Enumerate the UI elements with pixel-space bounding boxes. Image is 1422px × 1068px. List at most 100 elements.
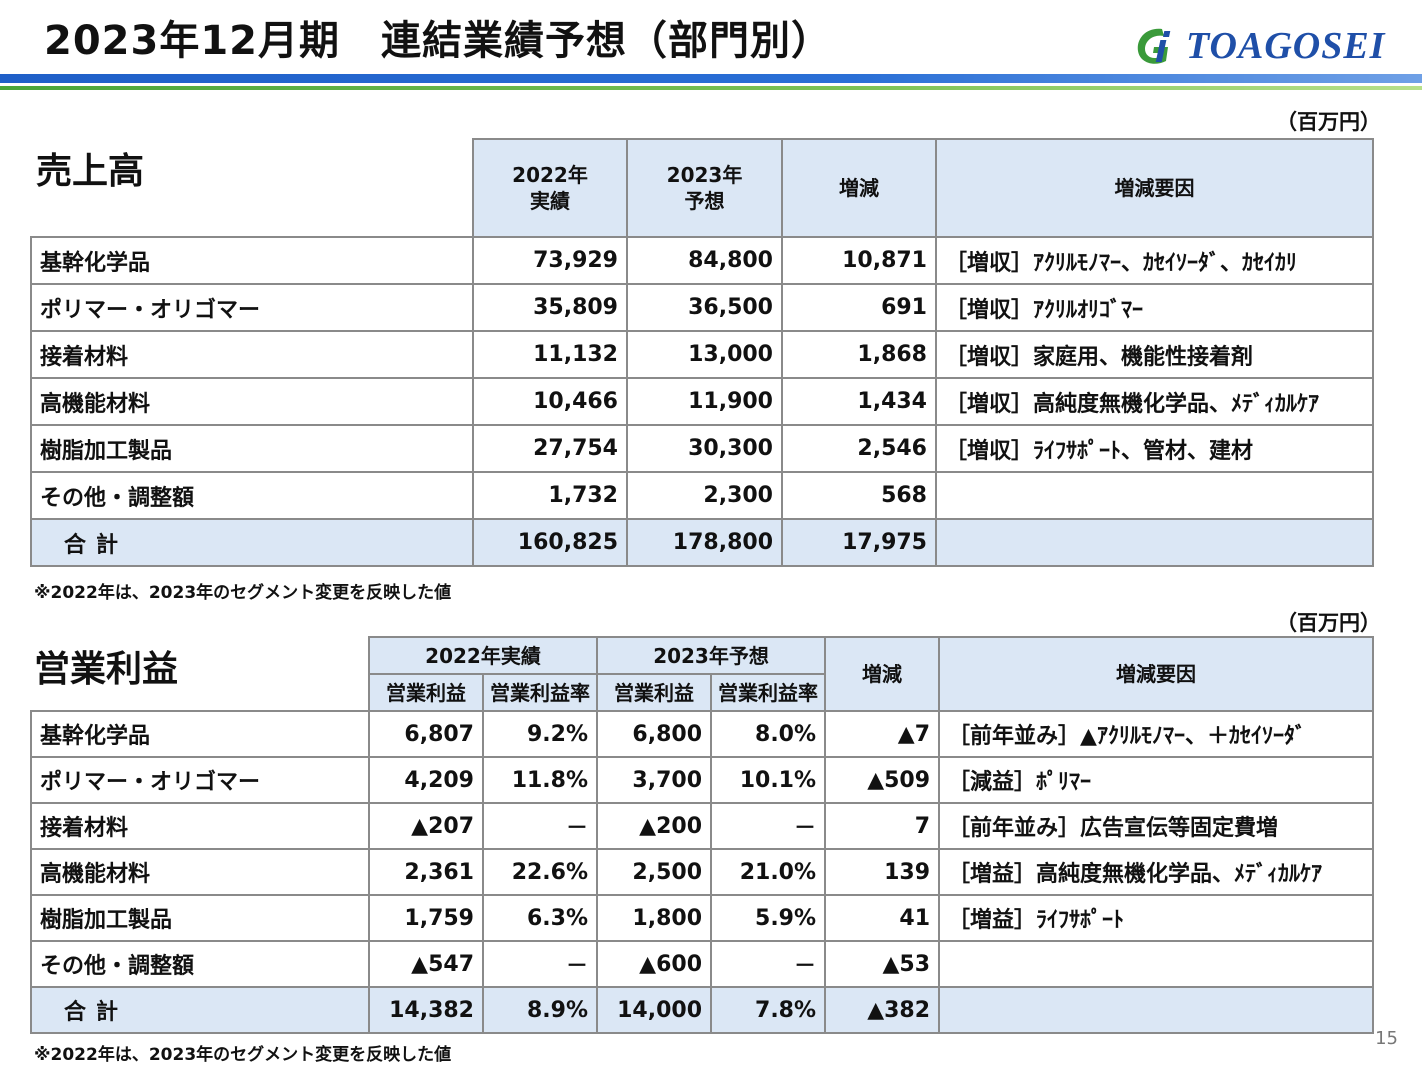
profit-total-2023: 14,000	[596, 986, 713, 1034]
sales-2023-value: 30,300	[626, 424, 783, 473]
sales-footnote: ※2022年は、2023年のセグメント変更を反映した値	[34, 583, 452, 603]
margin-2023-value: 10.1%	[710, 756, 827, 804]
profit-change-value: 41	[824, 894, 941, 942]
sales-total-row: 合計 160,825 178,800 17,975	[30, 518, 1374, 567]
sales-2022-value: 11,132	[472, 330, 628, 379]
sales-2023-value: 84,800	[626, 236, 783, 285]
profit-change-value: ▲53	[824, 940, 941, 988]
table-row: 基幹化学品 6,807 9.2% 6,800 8.0% ▲7 ［前年並み］▲ｱｸ…	[30, 710, 1375, 758]
sales-2023-value: 2,300	[626, 471, 783, 520]
margin-2022-value: 11.8%	[481, 756, 599, 804]
profit-section-title: 営業利益	[34, 649, 179, 690]
profit-reason	[938, 940, 1375, 988]
sales-header-row: 2022年 実績 2023年 予想 増減 増減要因	[31, 138, 1374, 238]
margin-total-2023: 7.8%	[710, 986, 827, 1034]
profit-header-row-2: 営業利益 営業利益率 営業利益 営業利益率	[31, 673, 1373, 712]
segment-label: その他・調整額	[30, 940, 370, 988]
margin-2022-value: 6.3%	[481, 894, 599, 942]
profit-change-value: 139	[824, 848, 941, 896]
sales-change-value: 10,871	[781, 236, 937, 285]
sales-total-change: 17,975	[781, 518, 937, 567]
sales-change-value: 1,434	[781, 377, 937, 426]
margin-2022-value: 9.2%	[481, 710, 599, 758]
segment-label: ポリマー・オリゴマー	[30, 756, 370, 804]
margin-2023-value: 5.9%	[710, 894, 827, 942]
profit-reason: ［前年並み］▲ｱｸﾘﾙﾓﾉﾏｰ、＋ｶｾｲｿｰﾀﾞ	[938, 710, 1375, 758]
profit-header-2023: 2023年予想	[596, 636, 827, 675]
profit-2022-value: 4,209	[368, 756, 484, 804]
margin-2022-value: －	[481, 802, 599, 850]
segment-label: その他・調整額	[30, 471, 474, 520]
sales-change-value: 691	[781, 283, 937, 332]
profit-header-op-2022: 営業利益	[368, 673, 484, 712]
header-rule-green	[0, 86, 1422, 90]
margin-total-2022: 8.9%	[481, 986, 599, 1034]
segment-label: 基幹化学品	[30, 236, 474, 285]
header-rule-blue	[0, 74, 1422, 83]
margin-2023-value: 8.0%	[710, 710, 827, 758]
profit-total-2022: 14,382	[368, 986, 484, 1034]
table-row: ポリマー・オリゴマー 4,209 11.8% 3,700 10.1% ▲509 …	[30, 756, 1375, 804]
margin-2023-value: －	[710, 802, 827, 850]
total-label: 合計	[30, 986, 370, 1034]
profit-change-value: ▲7	[824, 710, 941, 758]
sales-table: 2022年 実績 2023年 予想 増減 増減要因 基幹化学品 73,929 84,…	[30, 138, 1374, 567]
profit-change-value: ▲509	[824, 756, 941, 804]
segment-label: 高機能材料	[30, 848, 370, 896]
sales-change-value: 1,868	[781, 330, 937, 379]
table-row: 接着材料 11,132 13,000 1,868 ［増収］家庭用、機能性接着剤	[30, 330, 1374, 379]
sales-unit-label: （百万円）	[1276, 110, 1381, 134]
table-row: 樹脂加工製品 1,759 6.3% 1,800 5.9% 41 ［増益］ﾗｲﾌｻ…	[30, 894, 1375, 942]
sales-reason: ［増収］ｱｸﾘﾙｵﾘｺﾞﾏｰ	[935, 283, 1374, 332]
sales-header-blank	[31, 139, 473, 237]
sales-header-change: 増減	[781, 138, 937, 238]
segment-label: 接着材料	[30, 802, 370, 850]
sales-section-title: 売上高	[36, 151, 145, 192]
sales-2023-value: 11,900	[626, 377, 783, 426]
sales-2022-value: 1,732	[472, 471, 628, 520]
profit-footnote: ※2022年は、2023年のセグメント変更を反映した値	[34, 1045, 452, 1065]
sales-total-2023: 178,800	[626, 518, 783, 567]
margin-2022-value: 22.6%	[481, 848, 599, 896]
profit-header-op-2023: 営業利益	[596, 673, 713, 712]
sales-change-value: 568	[781, 471, 937, 520]
profit-2023-value: 6,800	[596, 710, 713, 758]
sales-total-reason	[935, 518, 1374, 567]
table-row: ポリマー・オリゴマー 35,809 36,500 691 ［増収］ｱｸﾘﾙｵﾘｺ…	[30, 283, 1374, 332]
profit-total-reason	[938, 986, 1375, 1034]
profit-2022-value: 1,759	[368, 894, 484, 942]
table-row: 高機能材料 2,361 22.6% 2,500 21.0% 139 ［増益］高純…	[30, 848, 1375, 896]
profit-reason: ［減益］ﾎﾟﾘﾏｰ	[938, 756, 1375, 804]
profit-2023-value: ▲200	[596, 802, 713, 850]
profit-reason: ［前年並み］広告宣伝等固定費増	[938, 802, 1375, 850]
segment-label: 樹脂加工製品	[30, 424, 474, 473]
sales-total-2022: 160,825	[472, 518, 628, 567]
page-number: 15	[1375, 1028, 1398, 1049]
sales-2022-value: 27,754	[472, 424, 628, 473]
profit-header-reason: 増減要因	[938, 636, 1375, 712]
sales-2022-value: 10,466	[472, 377, 628, 426]
sales-reason: ［増収］高純度無機化学品、ﾒﾃﾞｨｶﾙｹｱ	[935, 377, 1374, 426]
sales-reason: ［増収］家庭用、機能性接着剤	[935, 330, 1374, 379]
profit-2023-value: 1,800	[596, 894, 713, 942]
profit-header-margin-2022: 営業利益率	[481, 673, 599, 712]
profit-change-value: 7	[824, 802, 941, 850]
profit-2023-value: 3,700	[596, 756, 713, 804]
sales-2022-value: 35,809	[472, 283, 628, 332]
table-row: 基幹化学品 73,929 84,800 10,871 ［増収］ｱｸﾘﾙﾓﾉﾏｰ、…	[30, 236, 1374, 285]
segment-label: 樹脂加工製品	[30, 894, 370, 942]
table-row: その他・調整額 ▲547 － ▲600 － ▲53	[30, 940, 1375, 988]
profit-unit-label: （百万円）	[1276, 611, 1381, 635]
profit-2023-value: ▲600	[596, 940, 713, 988]
profit-header-margin-2023: 営業利益率	[710, 673, 827, 712]
profit-total-row: 合計 14,382 8.9% 14,000 7.8% ▲382	[30, 986, 1375, 1034]
profit-2023-value: 2,500	[596, 848, 713, 896]
table-row: 高機能材料 10,466 11,900 1,434 ［増収］高純度無機化学品、ﾒ…	[30, 377, 1374, 426]
sales-header-2023: 2023年 予想	[626, 138, 783, 238]
table-row: 樹脂加工製品 27,754 30,300 2,546 ［増収］ﾗｲﾌｻﾎﾟｰﾄ、…	[30, 424, 1374, 473]
toagosei-logo-icon	[1137, 28, 1171, 64]
sales-reason	[935, 471, 1374, 520]
total-label: 合計	[30, 518, 474, 567]
margin-2022-value: －	[481, 940, 599, 988]
profit-2022-value: ▲547	[368, 940, 484, 988]
